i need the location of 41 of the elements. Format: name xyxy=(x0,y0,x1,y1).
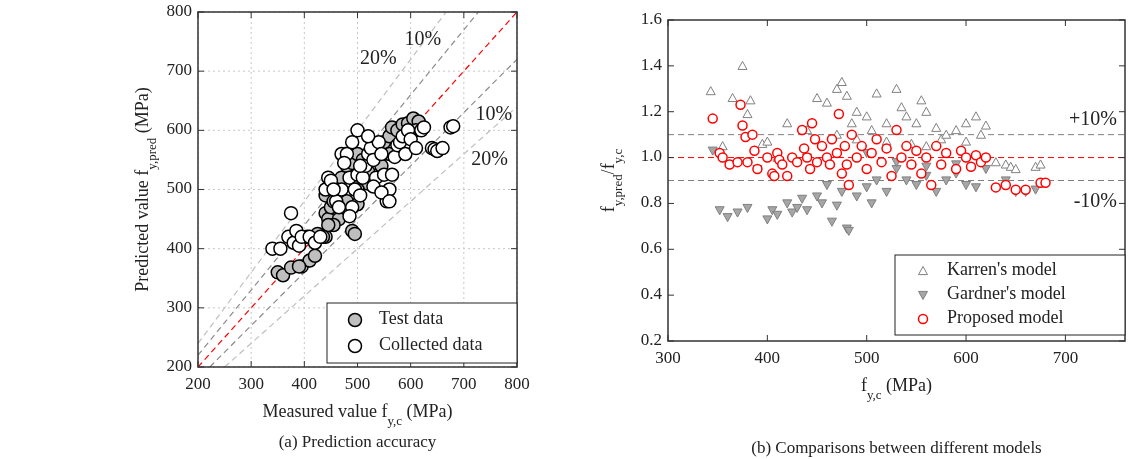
y-tick-label: 0.4 xyxy=(640,284,663,304)
x-tick-label: 600 xyxy=(953,348,979,367)
y-tick-label: 500 xyxy=(166,178,192,198)
y-tick-label: 800 xyxy=(166,0,192,20)
text: (a) Prediction accuracy xyxy=(278,432,437,451)
x-tick-label: 300 xyxy=(238,374,264,393)
y-tick-label: 1.2 xyxy=(640,100,662,120)
x-tick-label: 400 xyxy=(291,374,318,393)
y-tick-label: 1.4 xyxy=(640,54,663,74)
y-tick-label: 1.0 xyxy=(640,146,662,166)
annotation: 20% xyxy=(359,45,397,68)
annotation: +10% xyxy=(1069,107,1117,130)
y-tick-label: 1.6 xyxy=(640,8,662,28)
x-tick-label: 200 xyxy=(185,374,211,393)
x-tick-label: 500 xyxy=(853,348,880,367)
x-axis-title: Measured value f$_{y,c}$ (MPa) xyxy=(262,401,453,428)
y-tick-label: 400 xyxy=(166,237,192,257)
y-tick-label: 0.2 xyxy=(640,329,662,349)
annotation: -10% xyxy=(1073,189,1117,212)
y-tick-label: 700 xyxy=(166,60,192,80)
legend-label: Gardner's model xyxy=(947,283,1066,304)
legend-label: Test data xyxy=(379,308,444,329)
text: (b) Comparisons between different models xyxy=(751,438,1042,457)
y-tick-label: 0.8 xyxy=(640,192,662,212)
legend-label: Collected data xyxy=(379,334,483,355)
x-tick-label: 400 xyxy=(754,348,781,367)
annotation: 10% xyxy=(404,26,442,49)
annotation: 20% xyxy=(471,146,508,169)
legend-label: Proposed model xyxy=(947,307,1064,328)
legend-label: Karren's model xyxy=(947,259,1057,280)
y-tick-label: 600 xyxy=(166,119,192,139)
x-tick-label: 600 xyxy=(397,374,424,393)
x-tick-label: 800 xyxy=(504,374,530,393)
x-axis-title: f$_{y,c}$ (MPa) xyxy=(860,375,933,402)
x-tick-label: 700 xyxy=(451,374,477,393)
annotation: 10% xyxy=(475,101,513,124)
y-tick-label: 300 xyxy=(166,296,192,316)
y-tick-label: 0.6 xyxy=(640,238,662,258)
x-tick-label: 700 xyxy=(1052,348,1079,367)
x-tick-label: 300 xyxy=(655,348,681,367)
x-tick-label: 500 xyxy=(344,374,371,393)
